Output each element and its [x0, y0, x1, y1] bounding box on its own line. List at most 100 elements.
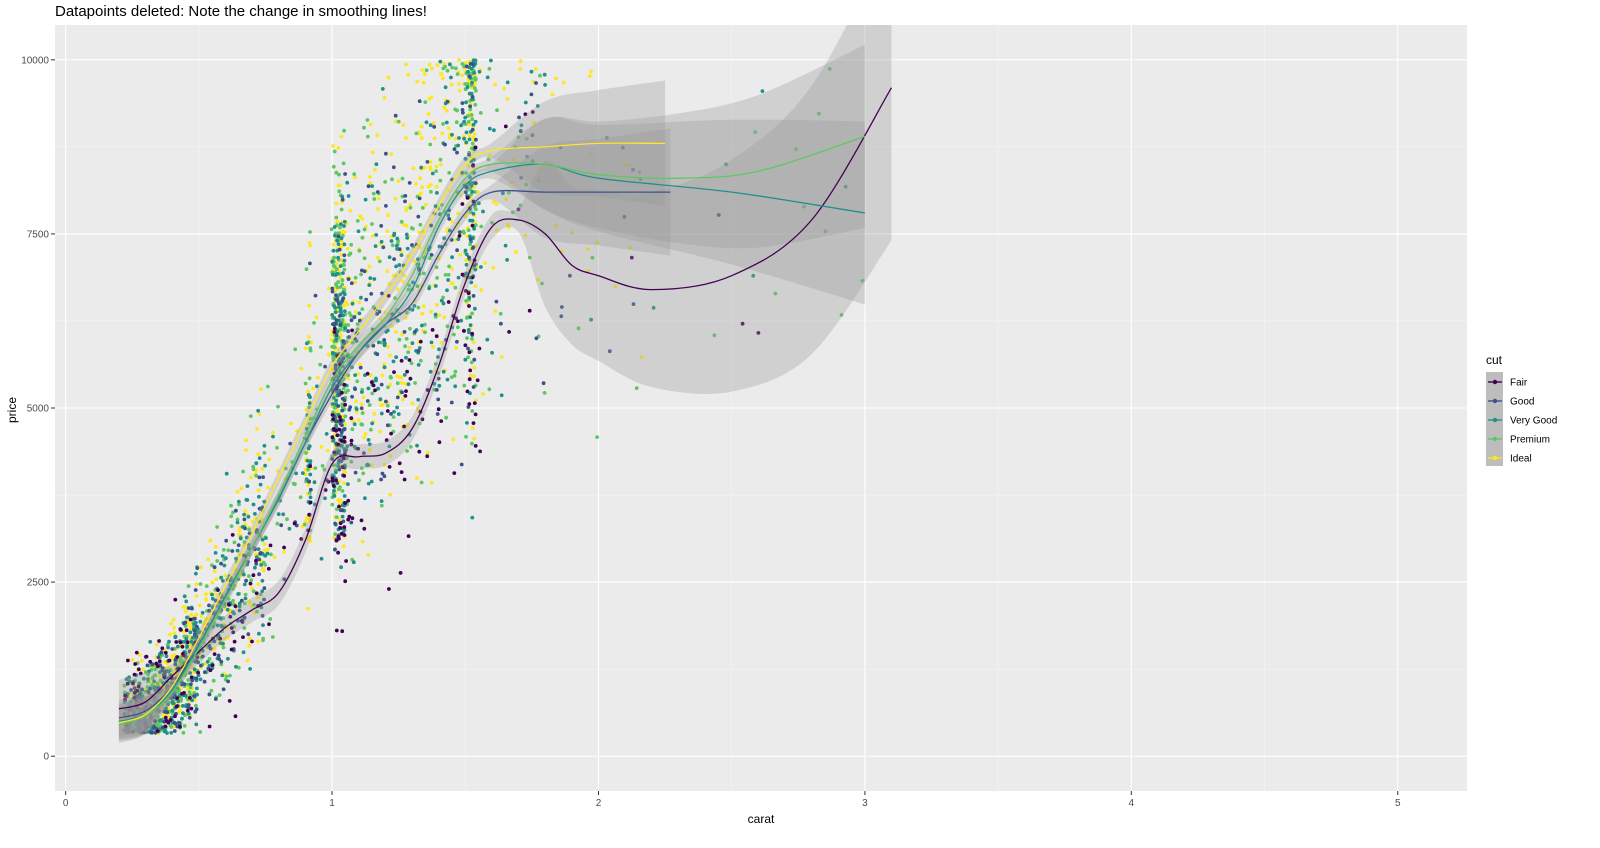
data-point — [416, 349, 421, 353]
y-tick-label: 0 — [43, 752, 49, 763]
data-point — [172, 721, 177, 726]
data-point — [237, 528, 242, 533]
data-point — [401, 123, 406, 127]
data-point — [416, 363, 421, 367]
data-point — [167, 639, 171, 644]
data-point — [234, 556, 239, 561]
data-point — [236, 665, 241, 670]
data-point — [471, 122, 476, 127]
data-point — [395, 287, 400, 292]
data-point — [395, 405, 399, 410]
data-point — [183, 605, 188, 610]
data-point — [444, 108, 449, 113]
data-point — [384, 438, 389, 443]
data-point — [459, 318, 464, 323]
data-point — [231, 630, 236, 635]
data-point — [405, 236, 410, 240]
data-point — [157, 674, 162, 678]
data-point — [335, 238, 339, 243]
data-point — [505, 80, 510, 85]
data-point — [303, 472, 308, 477]
data-point — [188, 630, 193, 635]
data-point — [362, 125, 366, 130]
data-point — [432, 382, 437, 386]
data-point — [389, 239, 394, 243]
data-point — [208, 668, 213, 673]
data-point — [468, 315, 472, 319]
data-point — [338, 275, 343, 280]
data-point — [308, 500, 313, 505]
data-point — [302, 522, 307, 527]
data-point — [349, 313, 353, 318]
data-point — [178, 724, 182, 729]
data-point — [589, 317, 593, 322]
data-point — [333, 532, 338, 536]
data-point — [172, 625, 177, 630]
data-point — [363, 496, 367, 501]
data-point — [301, 471, 305, 475]
data-point — [518, 59, 523, 63]
data-point — [203, 670, 207, 675]
data-point — [475, 378, 480, 383]
data-point — [247, 643, 252, 648]
data-point — [639, 355, 644, 359]
data-point — [372, 277, 377, 281]
data-point — [339, 207, 344, 212]
data-point — [402, 477, 407, 482]
data-point — [155, 681, 160, 686]
data-point — [345, 444, 350, 449]
data-point — [438, 72, 443, 76]
data-point — [427, 286, 431, 291]
legend-label: Ideal — [1510, 454, 1532, 465]
data-point — [527, 255, 532, 260]
data-point — [341, 377, 346, 381]
data-point — [447, 217, 452, 221]
data-point — [213, 697, 218, 701]
data-point — [221, 641, 225, 646]
data-point — [525, 154, 529, 159]
data-point — [365, 462, 370, 467]
data-point — [339, 308, 343, 313]
data-point — [406, 350, 411, 355]
data-point — [408, 205, 413, 210]
data-point — [324, 432, 329, 436]
data-point — [336, 234, 341, 239]
data-point — [399, 219, 404, 224]
data-point — [416, 397, 421, 402]
data-point — [237, 502, 241, 507]
data-point — [334, 267, 339, 272]
data-point — [524, 182, 529, 187]
data-point — [306, 446, 311, 451]
data-point — [253, 565, 257, 570]
data-point — [175, 696, 180, 701]
data-point — [533, 67, 538, 71]
data-point — [214, 577, 219, 582]
data-point — [124, 677, 129, 682]
data-point — [589, 69, 593, 74]
data-point — [349, 520, 354, 525]
data-point — [138, 730, 143, 735]
y-tick-label: 7500 — [27, 229, 50, 240]
data-point — [358, 365, 363, 370]
y-tick-label: 10000 — [21, 55, 49, 66]
data-point — [464, 100, 468, 105]
data-point — [400, 390, 404, 395]
data-point — [235, 548, 240, 553]
data-point — [589, 152, 593, 157]
data-point — [173, 658, 178, 663]
data-point — [151, 725, 156, 730]
data-point — [468, 323, 473, 327]
data-point — [379, 239, 384, 244]
data-point — [343, 326, 348, 331]
data-point — [360, 307, 365, 311]
data-point — [232, 540, 237, 545]
data-point — [204, 597, 208, 601]
data-point — [624, 162, 628, 167]
data-point — [164, 706, 168, 711]
data-point — [136, 725, 141, 730]
data-point — [337, 362, 342, 367]
data-point — [334, 628, 339, 633]
data-point — [477, 346, 482, 351]
data-point — [472, 365, 477, 370]
